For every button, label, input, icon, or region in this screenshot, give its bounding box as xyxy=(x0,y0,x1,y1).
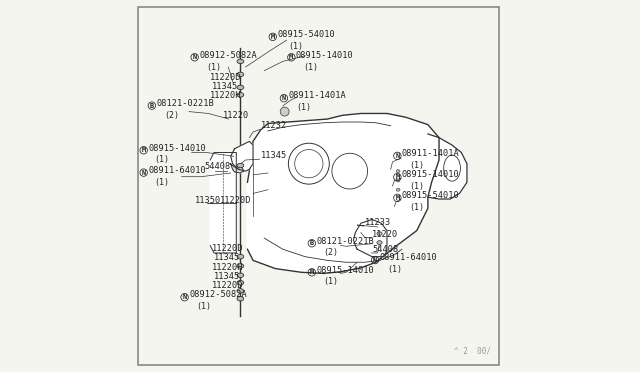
Ellipse shape xyxy=(237,59,244,64)
Ellipse shape xyxy=(237,93,244,97)
Ellipse shape xyxy=(237,273,244,278)
Text: 11220H: 11220H xyxy=(211,92,242,100)
Text: 08915-14010: 08915-14010 xyxy=(148,144,206,153)
Text: (1): (1) xyxy=(154,155,170,164)
Text: 11220D: 11220D xyxy=(220,196,251,205)
Text: M: M xyxy=(289,54,294,60)
Ellipse shape xyxy=(237,254,244,259)
Text: N: N xyxy=(141,170,146,176)
Text: 11220: 11220 xyxy=(372,230,398,239)
Text: (1): (1) xyxy=(410,161,424,170)
Polygon shape xyxy=(248,113,439,273)
Text: (1): (1) xyxy=(207,63,221,72)
Text: 11220D: 11220D xyxy=(212,244,244,253)
Text: 08121-0221B: 08121-0221B xyxy=(156,99,214,108)
Ellipse shape xyxy=(237,280,244,285)
Text: N: N xyxy=(182,294,187,300)
Polygon shape xyxy=(353,219,387,257)
Text: 11220D: 11220D xyxy=(211,73,242,82)
Text: (2): (2) xyxy=(164,111,179,120)
Text: 54408: 54408 xyxy=(205,162,231,171)
Text: ^ 2  00/: ^ 2 00/ xyxy=(454,346,491,355)
Text: 08911-1401A: 08911-1401A xyxy=(289,92,346,100)
Text: 08911-64010: 08911-64010 xyxy=(380,253,437,262)
Text: 11345: 11345 xyxy=(214,272,240,281)
Circle shape xyxy=(280,107,289,116)
Polygon shape xyxy=(428,134,467,199)
Polygon shape xyxy=(230,164,244,173)
Text: N: N xyxy=(193,54,196,60)
Ellipse shape xyxy=(396,188,400,191)
Text: 08121-0221B: 08121-0221B xyxy=(316,237,374,246)
Text: 08915-54010: 08915-54010 xyxy=(277,30,335,39)
Text: 11233: 11233 xyxy=(365,218,391,227)
Polygon shape xyxy=(231,141,253,171)
Polygon shape xyxy=(211,153,236,253)
Text: M: M xyxy=(310,269,314,275)
Text: 54408: 54408 xyxy=(372,245,398,254)
Text: 11220H: 11220H xyxy=(212,263,244,272)
Ellipse shape xyxy=(396,179,400,182)
Ellipse shape xyxy=(237,85,244,90)
Text: (1): (1) xyxy=(289,42,303,51)
Text: (1): (1) xyxy=(387,265,402,274)
Text: M: M xyxy=(396,195,399,201)
Text: 08915-14010: 08915-14010 xyxy=(296,51,353,60)
Text: (1): (1) xyxy=(154,178,170,187)
Text: 11350: 11350 xyxy=(195,196,221,205)
Text: (1): (1) xyxy=(196,302,211,311)
Text: 11220: 11220 xyxy=(223,111,249,120)
Ellipse shape xyxy=(237,163,244,168)
Ellipse shape xyxy=(237,296,244,301)
Text: 08915-14010: 08915-14010 xyxy=(316,266,374,275)
Text: 11345: 11345 xyxy=(214,253,240,262)
Text: (1): (1) xyxy=(296,103,311,112)
Text: M: M xyxy=(396,174,399,180)
Ellipse shape xyxy=(237,72,244,77)
Text: (2): (2) xyxy=(324,248,339,257)
Text: 08912-5082A: 08912-5082A xyxy=(189,291,247,299)
Text: 08912-5082A: 08912-5082A xyxy=(199,51,257,60)
Text: M: M xyxy=(271,34,275,40)
Text: N: N xyxy=(396,153,399,159)
Text: N: N xyxy=(373,257,377,263)
Ellipse shape xyxy=(237,289,244,293)
Ellipse shape xyxy=(377,232,382,235)
Text: 11345: 11345 xyxy=(260,151,287,160)
Text: (1): (1) xyxy=(410,203,424,212)
Ellipse shape xyxy=(377,241,382,244)
Text: 08911-1401A: 08911-1401A xyxy=(402,149,460,158)
Ellipse shape xyxy=(237,264,244,268)
Text: (1): (1) xyxy=(303,63,318,72)
Text: N: N xyxy=(282,95,286,101)
Text: B: B xyxy=(310,240,314,246)
Text: 11232: 11232 xyxy=(260,121,287,130)
Text: 11220D: 11220D xyxy=(212,281,244,290)
Text: 11345: 11345 xyxy=(212,82,238,91)
Text: (1): (1) xyxy=(324,278,339,286)
Text: 08915-54010: 08915-54010 xyxy=(402,191,460,200)
Ellipse shape xyxy=(396,170,400,173)
Text: 08911-64010: 08911-64010 xyxy=(148,166,206,175)
Text: 08915-14010: 08915-14010 xyxy=(402,170,460,179)
Text: B: B xyxy=(150,103,154,109)
Text: (1): (1) xyxy=(410,182,424,191)
Text: M: M xyxy=(141,147,146,153)
